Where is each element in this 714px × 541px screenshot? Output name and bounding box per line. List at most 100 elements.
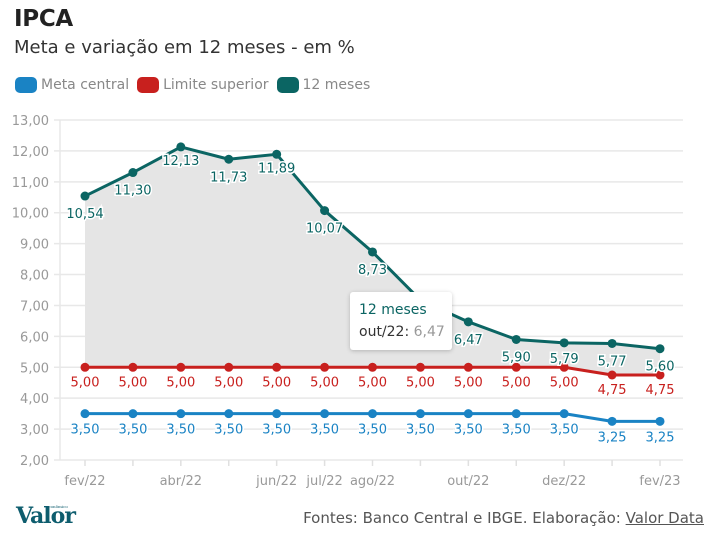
point-meta-central[interactable] — [463, 409, 473, 419]
point-limite-superior[interactable] — [176, 362, 186, 372]
data-label-12-meses: 11,73 — [210, 170, 247, 185]
area-12-meses — [85, 146, 660, 375]
point-limite-superior[interactable] — [655, 370, 665, 380]
legend-label: Meta central — [41, 77, 130, 93]
data-label-meta-central: 3,50 — [502, 423, 531, 438]
valor-data-link[interactable]: Valor Data — [625, 509, 704, 527]
y-tick-label: 11,00 — [12, 176, 49, 191]
point-limite-superior[interactable] — [607, 370, 617, 380]
data-label-meta-central: 3,50 — [454, 423, 483, 438]
point-meta-central[interactable] — [80, 409, 90, 419]
point-limite-superior[interactable] — [559, 362, 569, 372]
y-tick-label: 13,00 — [12, 114, 49, 129]
point-limite-superior[interactable] — [272, 362, 282, 372]
point-12-meses[interactable] — [224, 154, 234, 164]
legend-item-meta-central[interactable]: Meta central — [15, 77, 129, 93]
tooltip-series: 12 meses — [359, 302, 427, 318]
data-label-12-meses: 11,30 — [114, 184, 151, 199]
point-meta-central[interactable] — [128, 409, 138, 419]
point-12-meses[interactable] — [80, 191, 90, 201]
chart-title: IPCA — [14, 6, 73, 32]
point-12-meses[interactable] — [559, 338, 569, 348]
source-note: Fontes: Banco Central e IBGE. Elaboração… — [303, 509, 704, 527]
data-label-limite-superior: 5,00 — [118, 375, 147, 390]
y-tick-label: 6,00 — [20, 330, 49, 345]
point-limite-superior[interactable] — [80, 362, 90, 372]
point-meta-central[interactable] — [559, 409, 569, 419]
point-limite-superior[interactable] — [511, 362, 521, 372]
x-tick-label: fev/22 — [64, 474, 105, 489]
y-tick-label: 4,00 — [20, 392, 49, 407]
point-meta-central[interactable] — [415, 409, 425, 419]
point-12-meses[interactable] — [463, 317, 473, 327]
tooltip-row: out/22: 6,47 — [359, 324, 445, 340]
logo-small-text: econômico — [46, 504, 68, 509]
tooltip-value: 6,47 — [413, 324, 445, 340]
data-label-limite-superior: 4,75 — [598, 383, 627, 398]
point-12-meses[interactable] — [655, 344, 665, 354]
point-limite-superior[interactable] — [368, 362, 377, 372]
data-label-limite-superior: 5,00 — [71, 375, 100, 390]
data-label-meta-central: 3,50 — [118, 423, 147, 438]
legend-swatch-meta-central — [15, 77, 37, 93]
data-label-limite-superior: 5,00 — [406, 375, 435, 390]
point-12-meses[interactable] — [511, 334, 521, 344]
x-tick-label: jun/22 — [255, 474, 297, 489]
point-meta-central[interactable] — [655, 416, 665, 426]
data-label-meta-central: 3,50 — [310, 423, 339, 438]
point-meta-central[interactable] — [224, 409, 234, 419]
point-meta-central[interactable] — [320, 409, 330, 419]
data-label-12-meses: 10,54 — [66, 207, 103, 222]
y-tick-label: 9,00 — [20, 238, 49, 253]
data-label-12-meses: 8,73 — [358, 263, 387, 278]
legend-label: 12 meses — [302, 77, 371, 93]
data-label-12-meses: 6,47 — [454, 333, 483, 348]
data-label-limite-superior: 5,00 — [550, 375, 579, 390]
area-layer — [85, 146, 660, 375]
data-label-12-meses: 5,90 — [502, 350, 531, 365]
data-label-12-meses: 10,07 — [306, 222, 343, 237]
point-meta-central[interactable] — [368, 409, 377, 419]
x-tick-label: fev/23 — [639, 474, 680, 489]
data-label-meta-central: 3,50 — [358, 423, 387, 438]
data-label-limite-superior: 5,00 — [214, 375, 243, 390]
valor-logo[interactable]: econômico Valor — [16, 503, 76, 529]
point-meta-central[interactable] — [511, 409, 521, 419]
data-label-meta-central: 3,50 — [406, 423, 435, 438]
point-limite-superior[interactable] — [128, 362, 138, 372]
y-tick-label: 10,00 — [12, 207, 49, 222]
legend-item-12-meses[interactable]: 12 meses — [276, 77, 371, 93]
point-12-meses[interactable] — [128, 168, 138, 178]
source-text: Fontes: Banco Central e IBGE. Elaboração… — [303, 509, 626, 527]
data-label-12-meses: 12,13 — [162, 154, 199, 169]
point-meta-central[interactable] — [272, 409, 282, 419]
data-label-limite-superior: 4,75 — [646, 383, 675, 398]
y-tick-label: 3,00 — [20, 423, 49, 438]
point-12-meses[interactable] — [320, 206, 330, 216]
point-12-meses[interactable] — [272, 149, 282, 159]
data-label-meta-central: 3,50 — [71, 423, 100, 438]
data-label-meta-central: 3,50 — [214, 423, 243, 438]
x-tick-label: out/22 — [447, 474, 489, 489]
data-label-limite-superior: 5,00 — [262, 375, 291, 390]
point-12-meses[interactable] — [368, 247, 377, 257]
point-meta-central[interactable] — [176, 409, 186, 419]
point-limite-superior[interactable] — [463, 362, 473, 372]
point-limite-superior[interactable] — [415, 362, 425, 372]
y-tick-label: 8,00 — [20, 269, 49, 284]
point-12-meses[interactable] — [607, 338, 617, 348]
point-limite-superior[interactable] — [224, 362, 234, 372]
y-axis: 2,00 3,00 4,00 5,00 6,00 7,00 8,00 9,00 10,00 11,… — [12, 114, 61, 469]
legend: Meta central Limite superior 12 meses — [15, 77, 378, 93]
legend-item-limite-superior[interactable]: Limite superior — [137, 77, 269, 93]
data-label-12-meses: 11,89 — [258, 161, 295, 176]
y-tick-label: 12,00 — [12, 145, 49, 160]
point-limite-superior[interactable] — [320, 362, 330, 372]
data-label-limite-superior: 5,00 — [454, 375, 483, 390]
point-meta-central[interactable] — [607, 416, 617, 426]
y-tick-label: 7,00 — [20, 299, 49, 314]
data-label-12-meses: 5,79 — [550, 352, 579, 367]
point-12-meses[interactable] — [176, 142, 186, 152]
x-axis: fev/22 abr/22 jun/22 jul/22 ago/22 out/22 dez/… — [64, 460, 681, 489]
y-tick-label: 5,00 — [20, 361, 49, 376]
